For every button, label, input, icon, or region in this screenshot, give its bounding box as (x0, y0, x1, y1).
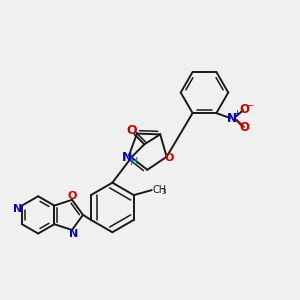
Text: N: N (14, 203, 23, 214)
Text: O: O (165, 153, 174, 163)
Text: N: N (227, 112, 237, 124)
Text: N: N (69, 229, 79, 239)
Text: O: O (239, 122, 249, 134)
Text: O: O (67, 191, 77, 201)
Text: N: N (122, 151, 133, 164)
Text: O: O (126, 124, 137, 137)
Text: −: − (246, 101, 254, 111)
Text: H: H (130, 157, 139, 167)
Text: 3: 3 (161, 189, 166, 195)
Text: O: O (239, 103, 249, 116)
Text: CH: CH (153, 185, 167, 195)
Text: +: + (233, 109, 241, 118)
